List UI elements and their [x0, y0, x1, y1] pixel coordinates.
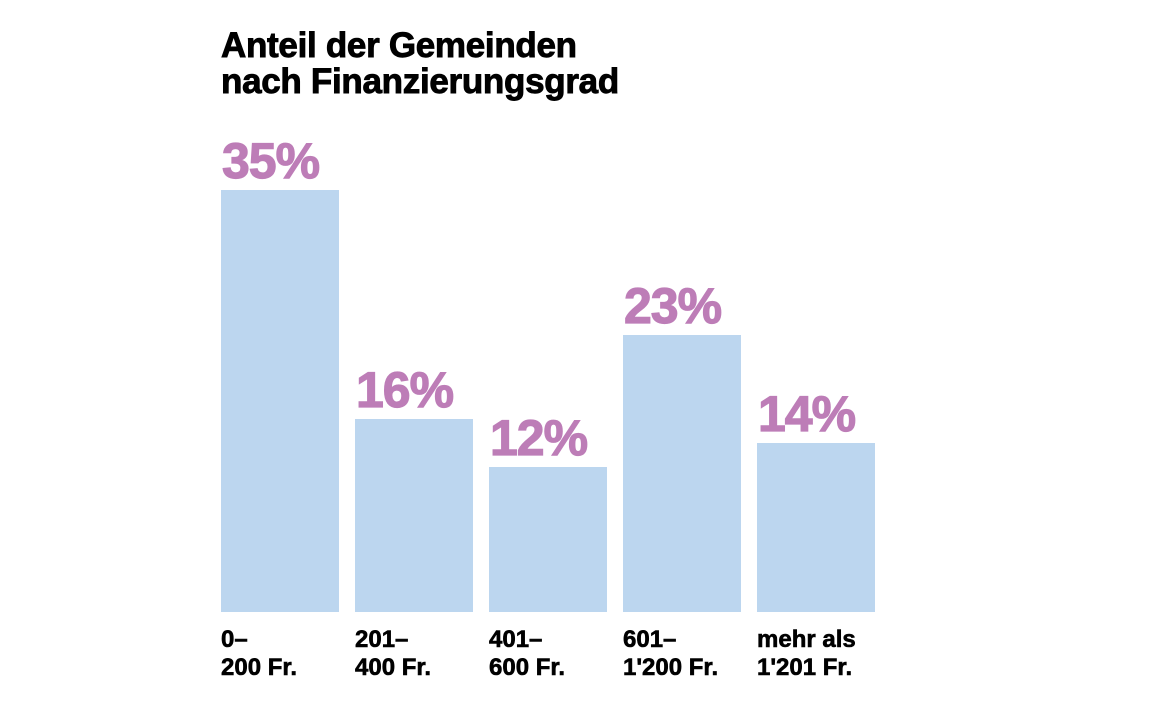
category-label-line2: 1'201 Fr.	[757, 654, 853, 682]
bar	[221, 190, 339, 612]
value-label: 12%	[489, 410, 588, 466]
category-label-line1: 201–	[355, 626, 409, 654]
bar	[623, 335, 741, 612]
category-label-line1: 601–	[623, 626, 677, 654]
value-label: 35%	[221, 133, 320, 189]
category-label-line2: 600 Fr.	[489, 654, 566, 682]
chart-title: Anteil der Gemeinden nach Finanzierungsg…	[221, 26, 620, 101]
chart-title-line2: nach Finanzierungsgrad	[221, 62, 620, 101]
category-label-line1: 0–	[221, 626, 248, 654]
category-label: 0– 200 Fr.	[221, 626, 298, 682]
bar	[757, 443, 875, 612]
category-label-line1: mehr als	[757, 626, 856, 654]
value-label: 16%	[355, 362, 454, 418]
value-label: 23%	[623, 278, 722, 334]
category-label: mehr als 1'201 Fr.	[757, 626, 856, 682]
category-label: 201– 400 Fr.	[355, 626, 432, 682]
category-label: 401– 600 Fr.	[489, 626, 566, 682]
category-label-line1: 401–	[489, 626, 543, 654]
bar	[489, 467, 607, 612]
category-label-line2: 1'200 Fr.	[623, 654, 719, 682]
bar	[355, 419, 473, 612]
value-label: 14%	[757, 386, 856, 442]
category-label: 601– 1'200 Fr.	[623, 626, 719, 682]
category-label-line2: 400 Fr.	[355, 654, 432, 682]
chart-title-line1: Anteil der Gemeinden	[221, 26, 578, 65]
category-label-line2: 200 Fr.	[221, 654, 298, 682]
